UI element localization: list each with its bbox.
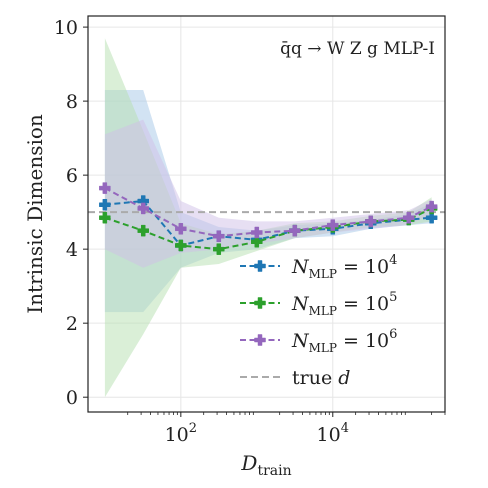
series-line-1 — [104, 199, 432, 247]
data-point — [289, 224, 301, 237]
data-point — [403, 211, 415, 224]
legend-marker — [254, 260, 266, 272]
y-tick-label: 2 — [66, 313, 78, 335]
data-point — [213, 230, 225, 242]
legend-label: NMLP = 104 — [291, 253, 397, 281]
plot-frame — [87, 15, 446, 413]
data-point — [251, 236, 263, 248]
legend-label: NMLP = 106 — [291, 327, 397, 355]
data-point — [365, 215, 377, 228]
legend-entry-2: NMLP = 105 — [240, 290, 397, 318]
y-tick-label: 8 — [66, 91, 78, 113]
data-point — [99, 198, 111, 211]
legend-entry-3: NMLP = 106 — [240, 327, 397, 355]
legend-entry-true-d: true d — [240, 367, 350, 389]
legend-marker — [254, 297, 266, 309]
data-point — [137, 224, 149, 237]
y-tick-label: 6 — [66, 165, 78, 187]
data-point — [99, 211, 111, 224]
y-tick-label: 0 — [66, 387, 78, 409]
data-point — [213, 243, 225, 255]
x-axis-label: Dtrain — [240, 451, 291, 479]
series-line-2 — [104, 207, 433, 251]
x-tick-label: 102 — [165, 421, 197, 446]
y-tick-label: 4 — [66, 239, 78, 261]
data-point — [175, 239, 187, 252]
data-point — [137, 202, 149, 215]
legend: NMLP = 104 NMLP = 105 NMLP = 106 true d — [240, 253, 397, 389]
series-line-3 — [104, 187, 433, 238]
x-tick-label: 104 — [317, 421, 349, 446]
legend-entry-1: NMLP = 104 — [240, 253, 397, 281]
legend-label: true d — [292, 367, 350, 389]
data-point — [425, 211, 438, 224]
axis-ticks: 0 2 4 6 8 10 102 104 — [54, 17, 446, 446]
legend-label: NMLP = 105 — [291, 290, 397, 318]
data-point — [327, 219, 339, 231]
data-point — [99, 182, 111, 194]
process-annotation: q̄q → W Z g MLP-I — [280, 39, 435, 59]
data-point — [175, 223, 187, 235]
legend-marker — [254, 334, 266, 346]
y-axis-label: Intrinsic Dimension — [23, 114, 47, 314]
series-3 — [99, 182, 438, 242]
data-point — [251, 226, 263, 239]
y-tick-label: 10 — [54, 17, 78, 39]
series-lines — [99, 182, 438, 255]
data-point — [425, 200, 438, 213]
